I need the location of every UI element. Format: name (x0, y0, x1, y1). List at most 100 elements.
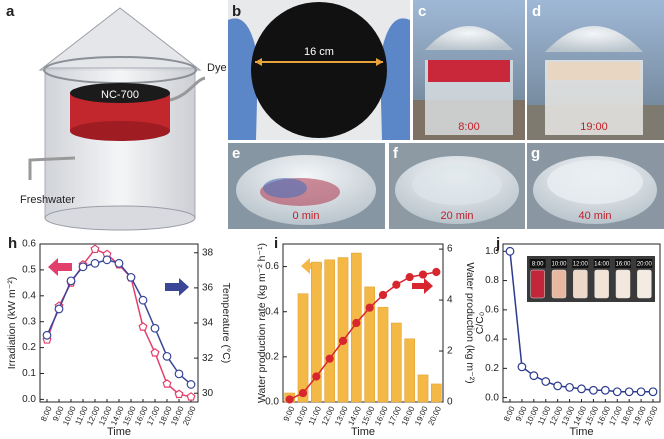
marker (577, 384, 586, 394)
y-tick-label: 0.4 (485, 334, 499, 345)
marker (624, 387, 634, 397)
marker (174, 389, 184, 399)
marker (312, 372, 321, 381)
y-tick-label: 1.0 (485, 246, 499, 257)
axis-arrow (412, 278, 433, 294)
y-tick-label: 0.3 (22, 316, 36, 327)
caption: Freshwater (20, 194, 75, 206)
caption: 20 min (440, 210, 473, 222)
y2-axis-title: Water production (kg m⁻²) (464, 262, 476, 383)
y-tick-label: 0.2 (485, 363, 499, 374)
inset-label: 16:00 (615, 262, 631, 268)
axis-arrow (165, 278, 189, 296)
marker (162, 351, 172, 361)
marker (174, 369, 184, 379)
y-tick-label: 0.1 (22, 368, 36, 379)
panel-c: c 8:00 (413, 0, 525, 140)
marker (54, 304, 64, 314)
panel-label: b (232, 3, 241, 20)
vial-cap (529, 259, 546, 268)
marker (102, 255, 112, 265)
y-tick-label: 36 (202, 283, 214, 294)
bar (351, 252, 362, 403)
marker (365, 303, 374, 312)
y2-axis-title: Temperature (°C) (220, 283, 232, 364)
y-tick-label: 0.2 (22, 342, 36, 353)
marker (42, 330, 52, 340)
caption: 0 min (293, 210, 320, 222)
marker (90, 244, 100, 254)
line (46, 248, 192, 398)
bar (311, 261, 322, 403)
panel-label: c (418, 3, 426, 20)
y-tick-label: 34 (202, 318, 214, 329)
y-tick-label: 0.2 (265, 351, 279, 362)
x-axis-title: Time (569, 426, 593, 438)
y-tick-label: 0.4 (265, 306, 279, 317)
inset-label: 12:00 (573, 262, 589, 268)
marker (432, 267, 441, 277)
bar (391, 322, 402, 403)
bar (417, 374, 429, 403)
y-tick-label: 30 (202, 388, 214, 399)
panel-label: a (6, 3, 15, 20)
panel-label: f (393, 145, 399, 162)
vial-cap (593, 259, 610, 268)
y-tick-label: 0.4 (22, 290, 36, 301)
y-tick-label: 0.6 (265, 261, 279, 272)
y-tick-label: 4 (447, 295, 453, 306)
bar (337, 257, 349, 403)
panel-label: g (531, 145, 540, 162)
marker (600, 385, 610, 395)
marker (150, 323, 160, 333)
panel-a: a NC-700 Dye water Freshwater (6, 3, 257, 231)
marker (352, 318, 361, 328)
panel-label: j (495, 235, 500, 252)
caption: NC-700 (101, 89, 139, 101)
marker (285, 395, 294, 404)
y-tick-label: 0.5 (22, 265, 36, 276)
panel-g: g 40 min (527, 143, 664, 229)
bar (377, 306, 389, 403)
y-axis-title: C/C₀ (474, 312, 486, 334)
vial (530, 269, 545, 299)
marker (392, 280, 401, 289)
marker (186, 380, 196, 389)
marker (90, 258, 100, 268)
y-tick-label: 38 (202, 247, 214, 258)
marker (298, 388, 308, 398)
marker (505, 246, 515, 256)
marker (541, 377, 551, 386)
axis-arrow (48, 258, 72, 276)
marker (186, 392, 196, 401)
inset-label: 10:00 (551, 262, 567, 268)
vial-cap (551, 259, 567, 268)
panel-d: d 19:00 (527, 0, 664, 140)
caption: 40 min (578, 210, 611, 222)
y-tick-label: 0.0 (265, 397, 279, 408)
vial (637, 269, 652, 299)
y-tick-label: 0.8 (485, 275, 499, 286)
panel-label: i (274, 235, 278, 252)
vial (615, 269, 631, 299)
marker (378, 290, 388, 300)
y-tick-label: 0.0 (485, 392, 499, 403)
bar (404, 338, 415, 403)
bar (431, 383, 442, 403)
y-tick-label: 0.0 (22, 394, 36, 405)
marker (150, 348, 160, 357)
y-tick-label: 2 (447, 346, 453, 357)
vial (551, 269, 567, 299)
panel-label: h (8, 235, 17, 252)
y-tick-label: 6 (447, 244, 453, 255)
marker (338, 336, 348, 345)
y-axis-title: Irradiation (kW m⁻²) (6, 277, 18, 369)
y-tick-label: 0.6 (22, 239, 36, 250)
marker (553, 381, 563, 391)
marker (529, 371, 539, 381)
marker (78, 262, 88, 272)
bar (364, 286, 375, 403)
inset-label: 14:00 (594, 262, 610, 268)
marker (565, 382, 574, 392)
